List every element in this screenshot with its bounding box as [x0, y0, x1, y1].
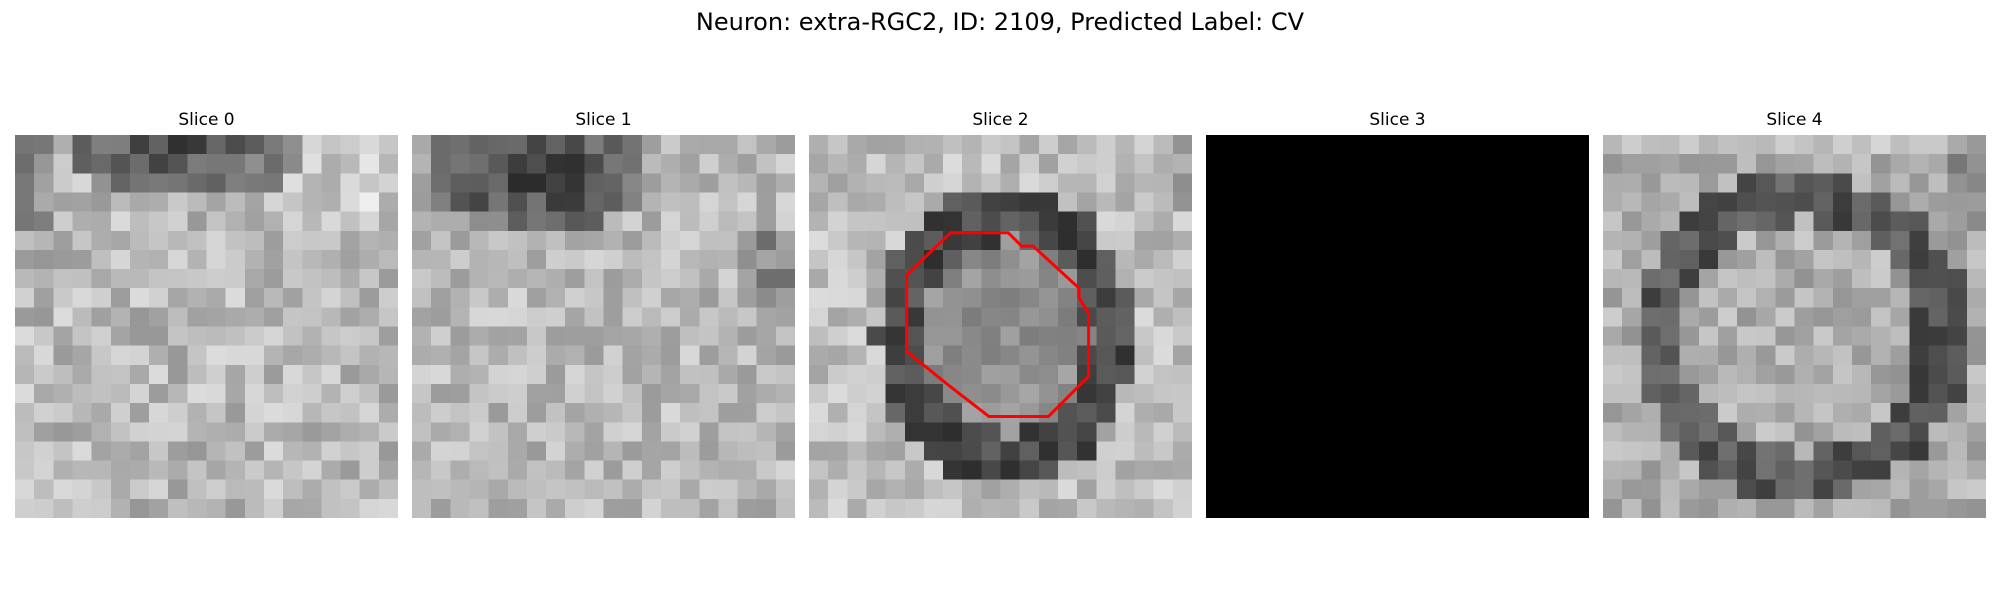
slice-title: Slice 0: [178, 110, 235, 130]
slice-title: Slice 3: [1369, 110, 1426, 130]
slice-image: [1603, 135, 1986, 518]
figure-title: Neuron: extra-RGC2, ID: 2109, Predicted …: [695, 8, 1305, 36]
slice-panel-3: Slice 3: [1206, 108, 1589, 518]
slice-image: [15, 135, 398, 518]
cell-contour: [905, 231, 1091, 418]
slice-image: [412, 135, 795, 518]
slice-panel-0: Slice 0: [15, 108, 398, 518]
slice-title: Slice 2: [972, 110, 1029, 130]
slice-title: Slice 1: [575, 110, 632, 130]
slice-panel-1: Slice 1: [412, 108, 795, 518]
slice-title: Slice 4: [1766, 110, 1823, 130]
slice-image: [809, 135, 1192, 518]
slice-panel-4: Slice 4: [1603, 108, 1986, 518]
slice-panel-2: Slice 2: [809, 108, 1192, 518]
slice-image: [1206, 135, 1589, 518]
